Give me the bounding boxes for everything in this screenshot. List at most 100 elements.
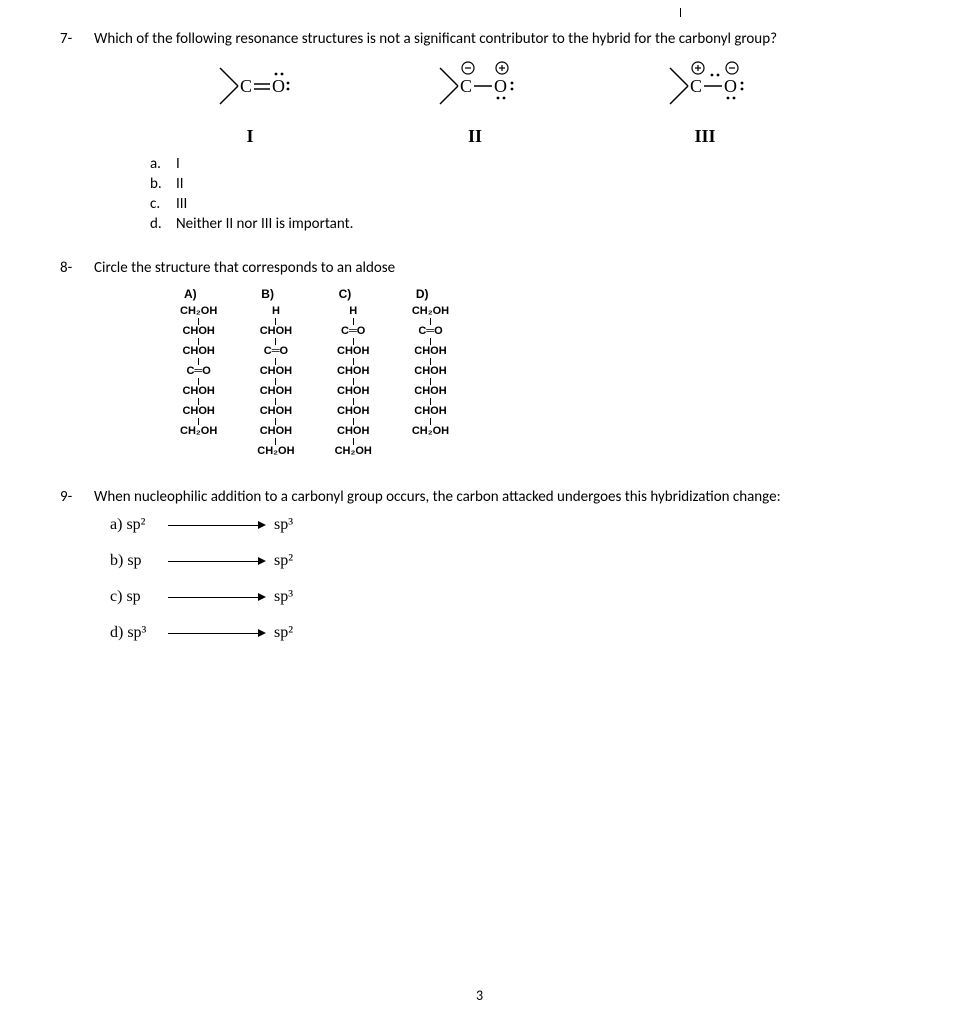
q7-number: 7- [60, 30, 94, 48]
hyb-from: sp [126, 588, 140, 605]
q7-options: a. I b. II c. III d. Neither II nor III … [150, 155, 899, 233]
hyb-from: sp [127, 552, 141, 569]
q9-text: When nucleophilic addition to a carbonyl… [94, 488, 899, 506]
bond-vertical [198, 418, 199, 425]
question-7: 7- Which of the following resonance stru… [60, 30, 899, 48]
opt-text: II [176, 175, 184, 193]
q9-option-d: d) sp³ sp² [110, 624, 899, 642]
bond-vertical [275, 378, 276, 385]
fischer-group: CHOH [337, 425, 369, 438]
fischer-group: CHOH [414, 405, 446, 418]
fischer-group: CH₂OH [412, 305, 449, 318]
opt-text: III [176, 195, 187, 213]
question-8: 8- Circle the structure that corresponds… [60, 259, 899, 277]
q8-text: Circle the structure that corresponds to… [94, 259, 899, 277]
arrow-icon [168, 629, 266, 637]
q8-label-c: C) [335, 287, 372, 301]
bond-vertical [275, 418, 276, 425]
fischer-group: CHOH [182, 345, 214, 358]
hyb-to: sp² [274, 624, 293, 642]
q9-option-a: a) sp² sp³ [110, 516, 899, 534]
opt-letter: a. [150, 155, 176, 173]
fischer-group: C═O [264, 345, 288, 358]
fischer-group: CHOH [182, 405, 214, 418]
bond-vertical [430, 418, 431, 425]
carbonyl-structure-ii: C O [420, 60, 530, 115]
top-tick-mark [680, 8, 681, 17]
opt-letter: c. [150, 195, 176, 213]
bond-vertical [353, 438, 354, 445]
q7-option-a: a. I [150, 155, 899, 173]
fischer-group: CHOH [260, 365, 292, 378]
q8-label-b: B) [257, 287, 294, 301]
bond-vertical [353, 358, 354, 365]
q8-structures-row: A) CH₂OH CHOH CHOH C═O CHOH CHOH CH₂OH B) H CHO… [180, 287, 899, 458]
bond-vertical [198, 338, 199, 345]
q9-option-b: b) sp sp² [110, 552, 899, 570]
roman-ii: II [420, 126, 530, 147]
fischer-group: CH₂OH [180, 305, 217, 318]
question-9: 9- When nucleophilic addition to a carbo… [60, 488, 899, 506]
bond-vertical [430, 318, 431, 325]
bond-vertical [198, 358, 199, 365]
bond-vertical [275, 318, 276, 325]
fischer-group: CHOH [337, 405, 369, 418]
opt-letter: d. [150, 215, 176, 233]
arrow-icon [168, 593, 266, 601]
fischer-group: H [272, 305, 280, 318]
bond-vertical [353, 378, 354, 385]
svg-text:C: C [460, 76, 472, 96]
fischer-group: CHOH [337, 365, 369, 378]
bond-vertical [430, 378, 431, 385]
q8-label-a: A) [180, 287, 217, 301]
bond-vertical [353, 318, 354, 325]
fischer-group: CHOH [182, 385, 214, 398]
q8-structure-a: A) CH₂OH CHOH CHOH C═O CHOH CHOH CH₂OH [180, 287, 217, 458]
bond-vertical [275, 358, 276, 365]
carbonyl-structure-iii: C O [650, 60, 760, 115]
q8-structure-c: C) HC═OCHOHCHOHCHOHCHOHCHOHCH₂OH [335, 287, 372, 458]
fischer-a-body: CH₂OH CHOH CHOH C═O CHOH CHOH CH₂OH [180, 305, 217, 438]
q8-structure-d: D) CH₂OHC═OCHOHCHOHCHOHCHOHCH₂OH [412, 287, 449, 458]
fischer-group: CHOH [260, 405, 292, 418]
hyb-from: sp³ [127, 624, 146, 641]
q8-number: 8- [60, 259, 94, 277]
arrow-icon [168, 521, 266, 529]
bond-vertical [275, 438, 276, 445]
q9-option-c: c) sp sp³ [110, 588, 899, 606]
opt-text: Neither II nor III is important. [176, 215, 353, 233]
svg-text:O: O [272, 76, 285, 96]
fischer-group: CHOH [260, 325, 292, 338]
hyb-to: sp³ [274, 588, 293, 606]
arrow-icon [168, 557, 266, 565]
q8-label-d: D) [412, 287, 449, 301]
fischer-d-body: CH₂OHC═OCHOHCHOHCHOHCHOHCH₂OH [412, 305, 449, 438]
q7-structure-2: C O II [420, 60, 530, 147]
fischer-group: C═O [341, 325, 365, 338]
fischer-group: CHOH [182, 325, 214, 338]
fischer-group: CH₂OH [335, 445, 372, 458]
q7-structure-3: C O III [650, 60, 760, 147]
bond-vertical [275, 398, 276, 405]
fischer-group: CHOH [260, 385, 292, 398]
fischer-group: CHOH [414, 345, 446, 358]
fischer-group: H [349, 305, 357, 318]
opt-letter: a) [110, 516, 122, 533]
q9-options: a) sp² sp³ b) sp sp² c) sp sp³ d) sp³ sp… [110, 516, 899, 642]
hyb-from: sp² [126, 516, 145, 533]
fischer-group: C═O [186, 365, 210, 378]
q9-number: 9- [60, 488, 94, 506]
svg-text:O: O [724, 76, 737, 96]
fischer-group: CHOH [260, 425, 292, 438]
svg-text:O: O [494, 76, 507, 96]
svg-text:C: C [240, 76, 252, 96]
roman-i: I [200, 126, 300, 147]
fischer-group: CH₂OH [180, 425, 217, 438]
bond-vertical [430, 358, 431, 365]
q7-structures-row: C O I C O [200, 60, 899, 147]
bond-vertical [430, 338, 431, 345]
q7-structure-1: C O I [200, 60, 300, 147]
fischer-group: CHOH [414, 385, 446, 398]
opt-letter: b) [110, 552, 123, 569]
bond-vertical [353, 418, 354, 425]
